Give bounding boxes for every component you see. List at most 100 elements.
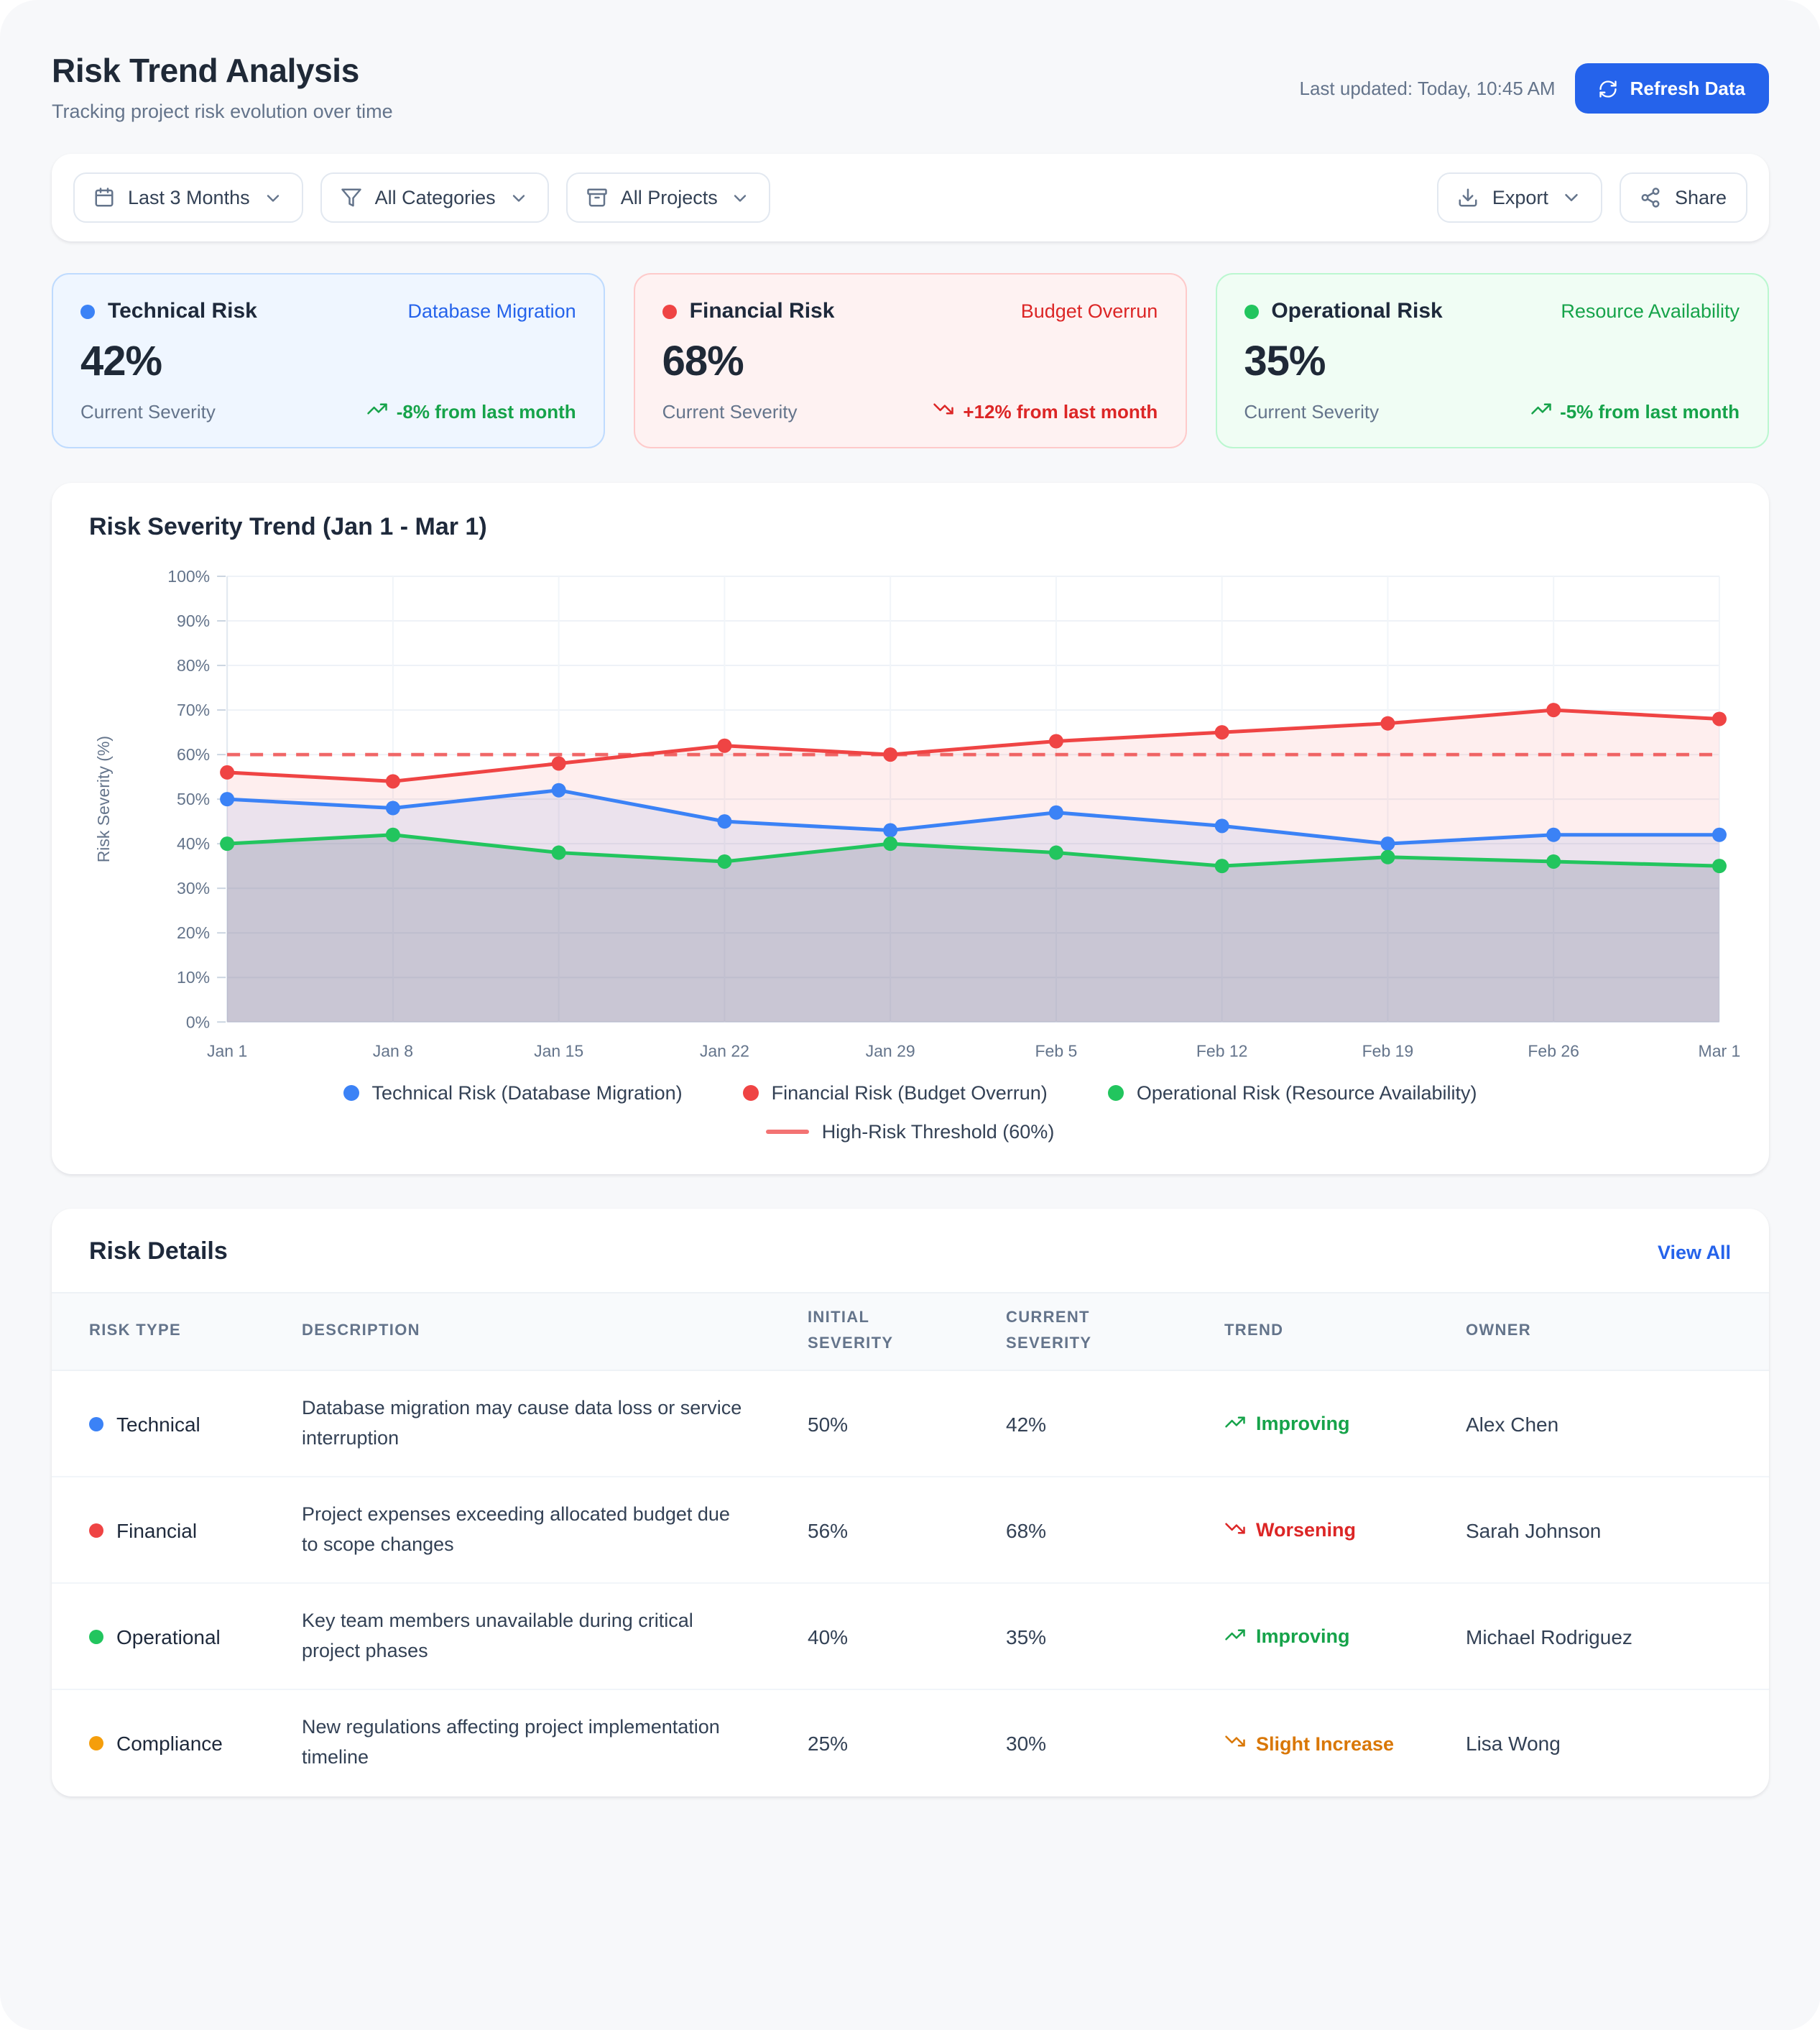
operational-risk-dot-icon [1244, 304, 1259, 318]
filter-toolbar: Last 3 Months All Categories All Projects … [52, 154, 1768, 241]
stat-card-row: Technical Risk Database Migration 42% Curre… [52, 273, 1768, 448]
stat-card-tag: Resource Availability [1561, 300, 1740, 322]
chart-title: Risk Severity Trend (Jan 1 - Mar 1) [89, 513, 487, 540]
table-row-financial: Financial Project expenses exceeding allo… [52, 1478, 1768, 1584]
trending-up-icon [1224, 1624, 1246, 1650]
initial-severity-cell: 25% [808, 1732, 849, 1756]
line-chart: 0% 10% 20% 30% 40% 50% 60% 70% 80% 90% 100% Jan 1 Ja… [89, 562, 1740, 1068]
owner-cell: Lisa Wong [1466, 1732, 1561, 1756]
column-header-risk-type: Risk Type [89, 1321, 182, 1339]
svg-text:Jan 15: Jan 15 [534, 1041, 583, 1060]
calendar-icon [93, 187, 115, 208]
stat-card-value: 42% [80, 339, 162, 385]
share-button[interactable]: Share [1620, 172, 1747, 223]
legend-line-icon [765, 1130, 809, 1135]
table-header-row: Risk Type Description Initial Severity C… [52, 1292, 1768, 1372]
risk-type-cell: Financial [89, 1519, 302, 1542]
svg-text:80%: 80% [177, 656, 210, 675]
stat-card-value: 35% [1244, 339, 1326, 385]
svg-text:Risk Severity (%): Risk Severity (%) [94, 736, 113, 862]
description-cell: Key team members unavailable during crit… [302, 1609, 693, 1661]
last-updated-text: Last updated: Today, 10:45 AM [1299, 78, 1556, 99]
table-row-technical: Technical Database migration may cause da… [52, 1372, 1768, 1478]
svg-text:Feb 5: Feb 5 [1035, 1041, 1078, 1060]
svg-text:90%: 90% [177, 612, 210, 630]
risk-type-cell: Compliance [89, 1733, 302, 1756]
share-icon [1640, 187, 1662, 208]
stat-card-technical-risk: Technical Risk Database Migration 42% Curre… [52, 273, 605, 448]
archive-icon [586, 187, 608, 208]
stat-card-caption: Current Severity [80, 400, 216, 422]
filter-categories[interactable]: All Categories [320, 172, 549, 223]
svg-text:20%: 20% [177, 923, 210, 942]
svg-text:Jan 22: Jan 22 [700, 1041, 749, 1060]
risk-type-dot-icon [89, 1416, 103, 1431]
trend-cell: Improving [1224, 1411, 1466, 1437]
chevron-down-icon [731, 188, 751, 208]
svg-text:70%: 70% [177, 701, 210, 719]
stat-card-tag: Database Migration [407, 300, 576, 322]
view-all-link[interactable]: View All [1657, 1241, 1731, 1263]
table-body: Technical Database migration may cause da… [52, 1372, 1768, 1797]
risk-type-dot-icon [89, 1523, 103, 1538]
trending-down-icon [933, 398, 954, 424]
description-cell: Database migration may cause data loss o… [302, 1396, 742, 1449]
legend-item-0[interactable]: Technical Risk (Database Migration) [343, 1082, 683, 1104]
svg-text:Jan 8: Jan 8 [373, 1041, 413, 1060]
column-header-owner: Owner [1466, 1321, 1531, 1339]
action-group: Export Share [1437, 172, 1747, 223]
stat-card-trend-text: +12% from last month [963, 400, 1158, 422]
trending-down-icon [1224, 1518, 1246, 1544]
legend-item-2[interactable]: Operational Risk (Resource Availability) [1107, 1082, 1477, 1104]
current-severity-cell: 35% [1006, 1625, 1047, 1648]
table-row-compliance: Compliance New regulations affecting proj… [52, 1691, 1768, 1797]
page-subtitle: Tracking project risk evolution over tim… [52, 101, 393, 122]
chevron-down-icon [1561, 187, 1583, 208]
trend-cell: Slight Increase [1224, 1731, 1466, 1757]
svg-text:0%: 0% [186, 1012, 210, 1031]
stat-card-value: 68% [662, 339, 744, 385]
risk-trend-chart-card: Risk Severity Trend (Jan 1 - Mar 1) 0% 10… [52, 483, 1768, 1175]
svg-text:40%: 40% [177, 834, 210, 853]
risk-type-cell: Operational [89, 1625, 302, 1648]
legend-dot-icon [742, 1085, 759, 1102]
svg-text:Jan 29: Jan 29 [866, 1041, 915, 1060]
column-header-current-severity: Current Severity [1006, 1309, 1092, 1352]
filter-projects[interactable]: All Projects [565, 172, 771, 223]
trend-cell: Worsening [1224, 1518, 1466, 1544]
stat-card-operational-risk: Operational Risk Resource Availability 35%… [1215, 273, 1768, 448]
trend-cell: Improving [1224, 1624, 1466, 1650]
stat-card-caption: Current Severity [662, 400, 798, 422]
legend-item-1[interactable]: Financial Risk (Budget Overrun) [742, 1082, 1048, 1104]
table-title: Risk Details [89, 1237, 228, 1265]
filter-date-range[interactable]: Last 3 Months [73, 172, 303, 223]
legend-item-threshold[interactable]: High-Risk Threshold (60%) [765, 1121, 1054, 1143]
trending-down-icon [1224, 1731, 1246, 1757]
current-severity-cell: 30% [1006, 1732, 1047, 1756]
svg-text:Feb 26: Feb 26 [1528, 1041, 1579, 1060]
legend-dot-icon [1107, 1085, 1124, 1102]
risk-type-cell: Technical [89, 1413, 302, 1436]
stat-card-caption: Current Severity [1244, 400, 1380, 422]
refresh-data-button[interactable]: Refresh Data [1575, 63, 1768, 114]
stat-card-title: Financial Risk [689, 299, 835, 323]
svg-text:60%: 60% [177, 745, 210, 764]
owner-cell: Sarah Johnson [1466, 1518, 1602, 1542]
description-cell: Project expenses exceeding allocated bud… [302, 1503, 730, 1555]
stat-card-title: Operational Risk [1271, 299, 1443, 323]
current-severity-cell: 68% [1006, 1518, 1047, 1542]
initial-severity-cell: 50% [808, 1412, 849, 1436]
export-button[interactable]: Export [1437, 172, 1603, 223]
page-title-block: Risk Trend Analysis Tracking project ris… [52, 52, 393, 122]
stat-card-title: Technical Risk [108, 299, 257, 323]
chart-legend: Technical Risk (Database Migration) Finan… [89, 1082, 1731, 1104]
svg-text:30%: 30% [177, 879, 210, 898]
svg-text:Jan 1: Jan 1 [207, 1041, 247, 1060]
risk-details-card: Risk Details View All Risk Type Descript… [52, 1209, 1768, 1797]
chart-legend-threshold-row: High-Risk Threshold (60%) [89, 1121, 1731, 1143]
current-severity-cell: 42% [1006, 1412, 1047, 1436]
svg-text:100%: 100% [167, 567, 210, 586]
stat-card-tag: Budget Overrun [1020, 300, 1158, 322]
page-title: Risk Trend Analysis [52, 52, 359, 89]
